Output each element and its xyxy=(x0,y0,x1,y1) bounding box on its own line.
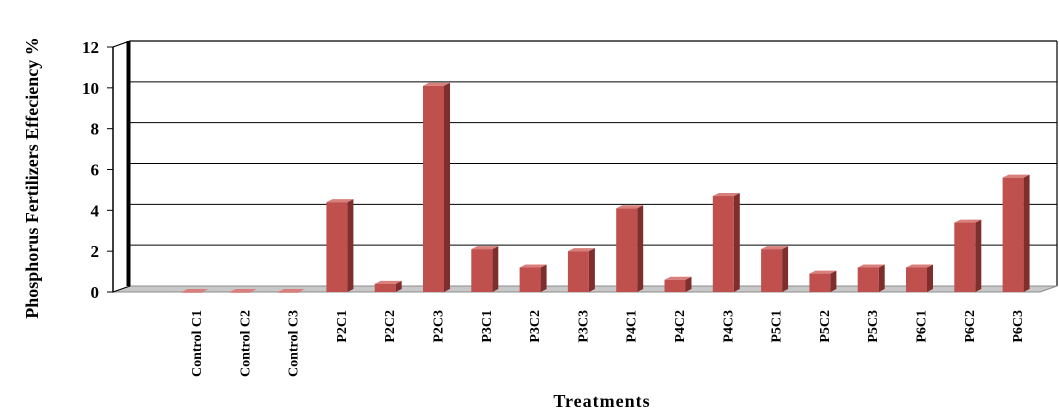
bar xyxy=(423,85,444,293)
bar xyxy=(616,208,638,292)
bar-side xyxy=(927,264,933,292)
bar-top xyxy=(954,219,982,223)
bar xyxy=(712,196,734,292)
x-category-label: P5C1 xyxy=(770,310,785,343)
bar-top xyxy=(664,276,692,280)
bar-top xyxy=(423,82,450,86)
bar-top xyxy=(326,199,354,203)
bar xyxy=(181,292,203,293)
y-tick-label: 0 xyxy=(91,283,100,302)
y-tick-labels: 0 2 4 6 8 10 12 xyxy=(82,38,113,302)
x-axis-title: Treatments xyxy=(553,391,650,411)
bar-side xyxy=(444,82,450,293)
bar xyxy=(374,283,396,292)
bar-top xyxy=(229,289,257,292)
bar-top xyxy=(181,289,209,292)
y-tick-label: 8 xyxy=(91,120,100,139)
x-category-label: P3C1 xyxy=(480,310,495,343)
bar xyxy=(1002,177,1024,292)
bar-top xyxy=(278,289,306,292)
bar-top xyxy=(761,246,789,250)
bar xyxy=(954,222,976,292)
x-category-label: P6C2 xyxy=(963,310,978,343)
x-category-label: Control C3 xyxy=(287,310,302,377)
bar-top xyxy=(809,270,837,274)
y-axis-title: Phosphorus Fertilizers Effeciency % xyxy=(22,37,42,318)
bar-side xyxy=(1023,174,1030,292)
bar-side xyxy=(830,270,837,292)
bar-top xyxy=(567,248,595,252)
x-category-label: P4C1 xyxy=(625,310,640,343)
bar-top xyxy=(471,246,499,250)
bar xyxy=(906,267,927,292)
x-category-label: P2C3 xyxy=(432,310,447,343)
bar-side xyxy=(588,248,595,292)
y-tick-label: 6 xyxy=(91,161,100,180)
y-tick-label: 12 xyxy=(82,38,99,57)
bar xyxy=(471,249,493,292)
x-category-label: P4C3 xyxy=(721,310,736,343)
x-category-label: P6C3 xyxy=(1011,310,1026,343)
x-category-label: P5C3 xyxy=(866,310,881,343)
bar xyxy=(567,251,589,292)
bar-side xyxy=(492,246,499,292)
bar-top xyxy=(1002,174,1030,178)
x-category-label: P6C1 xyxy=(915,310,930,343)
bar xyxy=(278,292,300,293)
bars xyxy=(181,82,1030,293)
bar-side xyxy=(685,276,692,292)
bar-top xyxy=(519,264,547,268)
bar xyxy=(229,292,251,293)
bar xyxy=(857,267,879,292)
bar-side xyxy=(637,205,644,292)
bar-top xyxy=(374,280,402,284)
bar-top xyxy=(857,264,885,268)
bar-side xyxy=(975,219,982,292)
bar-side xyxy=(878,264,885,292)
bar-side xyxy=(782,246,789,292)
bar xyxy=(326,202,348,292)
y-tick-label: 4 xyxy=(91,201,100,220)
x-category-label: Control C2 xyxy=(238,310,253,377)
x-category-label: P2C1 xyxy=(335,310,350,343)
bar-top xyxy=(906,264,933,268)
y-tick-label: 2 xyxy=(91,242,100,261)
bar xyxy=(809,273,831,292)
x-category-label: P3C2 xyxy=(528,310,543,343)
x-category-label: P5C2 xyxy=(818,310,833,343)
bar-top xyxy=(616,205,644,209)
bar xyxy=(664,279,686,292)
bar xyxy=(761,249,783,292)
x-category-labels: Control C1 Control C2 Control C3 P2C1 P2C2 P2… xyxy=(190,310,1026,377)
x-category-label: P3C3 xyxy=(576,310,591,343)
y-tick-label: 10 xyxy=(82,79,99,98)
bar-side xyxy=(733,193,740,292)
bar-top xyxy=(712,193,740,197)
x-category-label: P4C2 xyxy=(673,310,688,343)
bar xyxy=(519,267,541,292)
x-category-label: P2C2 xyxy=(383,310,398,343)
bar-side xyxy=(395,280,402,292)
x-category-label: Control C1 xyxy=(190,310,205,377)
bar-side xyxy=(347,199,354,292)
bar-side xyxy=(540,264,547,292)
